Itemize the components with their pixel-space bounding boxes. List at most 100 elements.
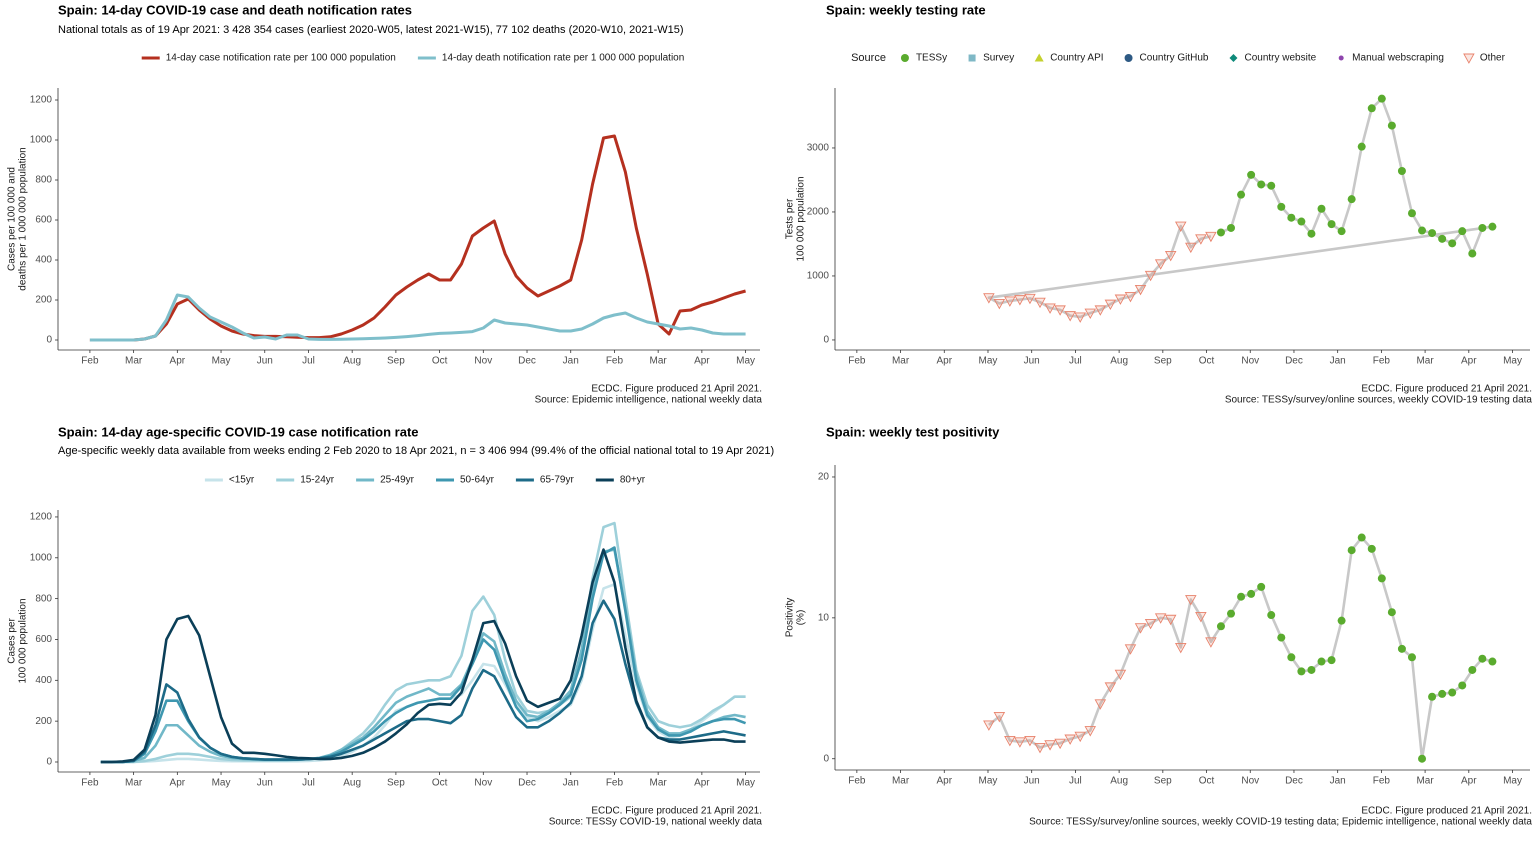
caption: Source: TESSy COVID-19, national weekly … (549, 817, 763, 828)
point (1327, 656, 1336, 665)
chart-title: Spain: weekly testing rate (826, 2, 986, 17)
point (983, 293, 995, 304)
point (1448, 688, 1457, 697)
legend-marker (900, 54, 909, 62)
point (1488, 222, 1497, 231)
x-tick-label: Feb (81, 778, 99, 789)
legend-label: 15-24yr (300, 475, 335, 486)
legend-label: 14-day death notification rate per 1 000… (442, 53, 684, 64)
x-tick-label: Apr (694, 778, 710, 789)
x-tick-label: Apr (1461, 356, 1477, 367)
point (1124, 644, 1137, 655)
x-tick-label: Oct (1199, 776, 1215, 787)
point (1488, 657, 1497, 666)
series-line (100, 521, 746, 764)
x-tick-label: Nov (474, 778, 492, 789)
x-tick-label: Oct (1199, 356, 1215, 367)
series-line (89, 134, 746, 342)
point (1227, 609, 1236, 618)
y-tick-label: 200 (35, 295, 52, 306)
y-tick-label: 2000 (807, 207, 830, 218)
x-tick-label: May (736, 356, 755, 367)
caption: ECDC. Figure produced 21 April 2021. (1361, 806, 1532, 817)
x-tick-label: Nov (1241, 776, 1259, 787)
point (1144, 619, 1157, 630)
point (1327, 220, 1336, 229)
x-tick-label: May (979, 356, 998, 367)
point (1468, 249, 1477, 258)
legend-label: 65-79yr (540, 475, 575, 486)
point (1357, 142, 1366, 151)
y-tick-label: 400 (35, 675, 52, 686)
point (1094, 699, 1107, 710)
legend-label: Country website (1244, 53, 1316, 64)
point (1317, 657, 1326, 666)
x-tick-label: Apr (936, 776, 952, 787)
x-tick-label: Nov (1241, 356, 1259, 367)
x-tick-label: Feb (848, 776, 866, 787)
point (1357, 533, 1366, 542)
legend-label: <15yr (229, 475, 255, 486)
point (1458, 227, 1467, 236)
x-tick-label: Jun (1024, 356, 1040, 367)
point (1034, 743, 1046, 754)
x-tick-label: Dec (518, 778, 536, 789)
y-axis-label: deaths per 1 000 000 population (18, 147, 29, 290)
x-tick-label: Feb (1373, 356, 1391, 367)
point (1154, 613, 1167, 624)
point (1185, 242, 1197, 254)
point (1428, 692, 1437, 701)
legend-label: 50-64yr (460, 475, 495, 486)
point (1164, 251, 1177, 262)
x-tick-label: Jul (302, 778, 315, 789)
point (1478, 654, 1487, 663)
legend-label: TESSy (916, 53, 947, 64)
point (1216, 622, 1225, 631)
x-tick-label: Apr (1461, 776, 1477, 787)
x-tick-label: Aug (1110, 356, 1128, 367)
point (1074, 731, 1086, 743)
point (1247, 170, 1256, 179)
x-tick-label: Sep (1154, 356, 1172, 367)
point (1164, 614, 1177, 626)
x-tick-label: Jul (1069, 356, 1082, 367)
y-tick-label: 0 (46, 335, 52, 346)
x-tick-label: Apr (936, 356, 952, 367)
point (1387, 608, 1396, 617)
x-tick-label: Feb (606, 778, 624, 789)
point (1034, 297, 1046, 309)
legend-marker (1229, 54, 1238, 62)
point (1438, 689, 1447, 698)
x-tick-label: Apr (694, 356, 710, 367)
point (1267, 611, 1276, 620)
y-tick-label: 1200 (30, 95, 53, 106)
point (1094, 305, 1107, 316)
chart-title: Spain: 14-day age-specific COVID-19 case… (58, 424, 419, 439)
chart-subtitle: National totals as of 19 Apr 2021: 3 428… (58, 24, 684, 36)
legend-label: Other (1480, 53, 1506, 64)
x-tick-label: Feb (848, 356, 866, 367)
x-tick-label: Sep (387, 778, 405, 789)
point (1347, 195, 1356, 204)
x-tick-label: Aug (343, 356, 361, 367)
point (1044, 303, 1056, 314)
x-tick-label: May (1503, 356, 1522, 367)
x-tick-label: Mar (125, 778, 143, 789)
point (1407, 209, 1416, 218)
panel: Spain: weekly testing rate 0 1000 2000 3000 F… (785, 2, 1533, 405)
y-tick-label: 1000 (807, 271, 830, 282)
point (1307, 229, 1316, 238)
x-tick-label: Mar (892, 776, 910, 787)
point (1195, 611, 1207, 623)
point (1337, 227, 1346, 236)
point (1054, 738, 1066, 750)
x-tick-label: May (212, 356, 231, 367)
x-tick-label: Jan (1330, 356, 1346, 367)
panel: Spain: 14-day age-specific COVID-19 case… (7, 424, 775, 827)
point (1104, 299, 1117, 311)
x-tick-label: Aug (1110, 776, 1128, 787)
point (1084, 726, 1097, 737)
caption: ECDC. Figure produced 21 April 2021. (591, 384, 762, 395)
point (1014, 737, 1026, 748)
